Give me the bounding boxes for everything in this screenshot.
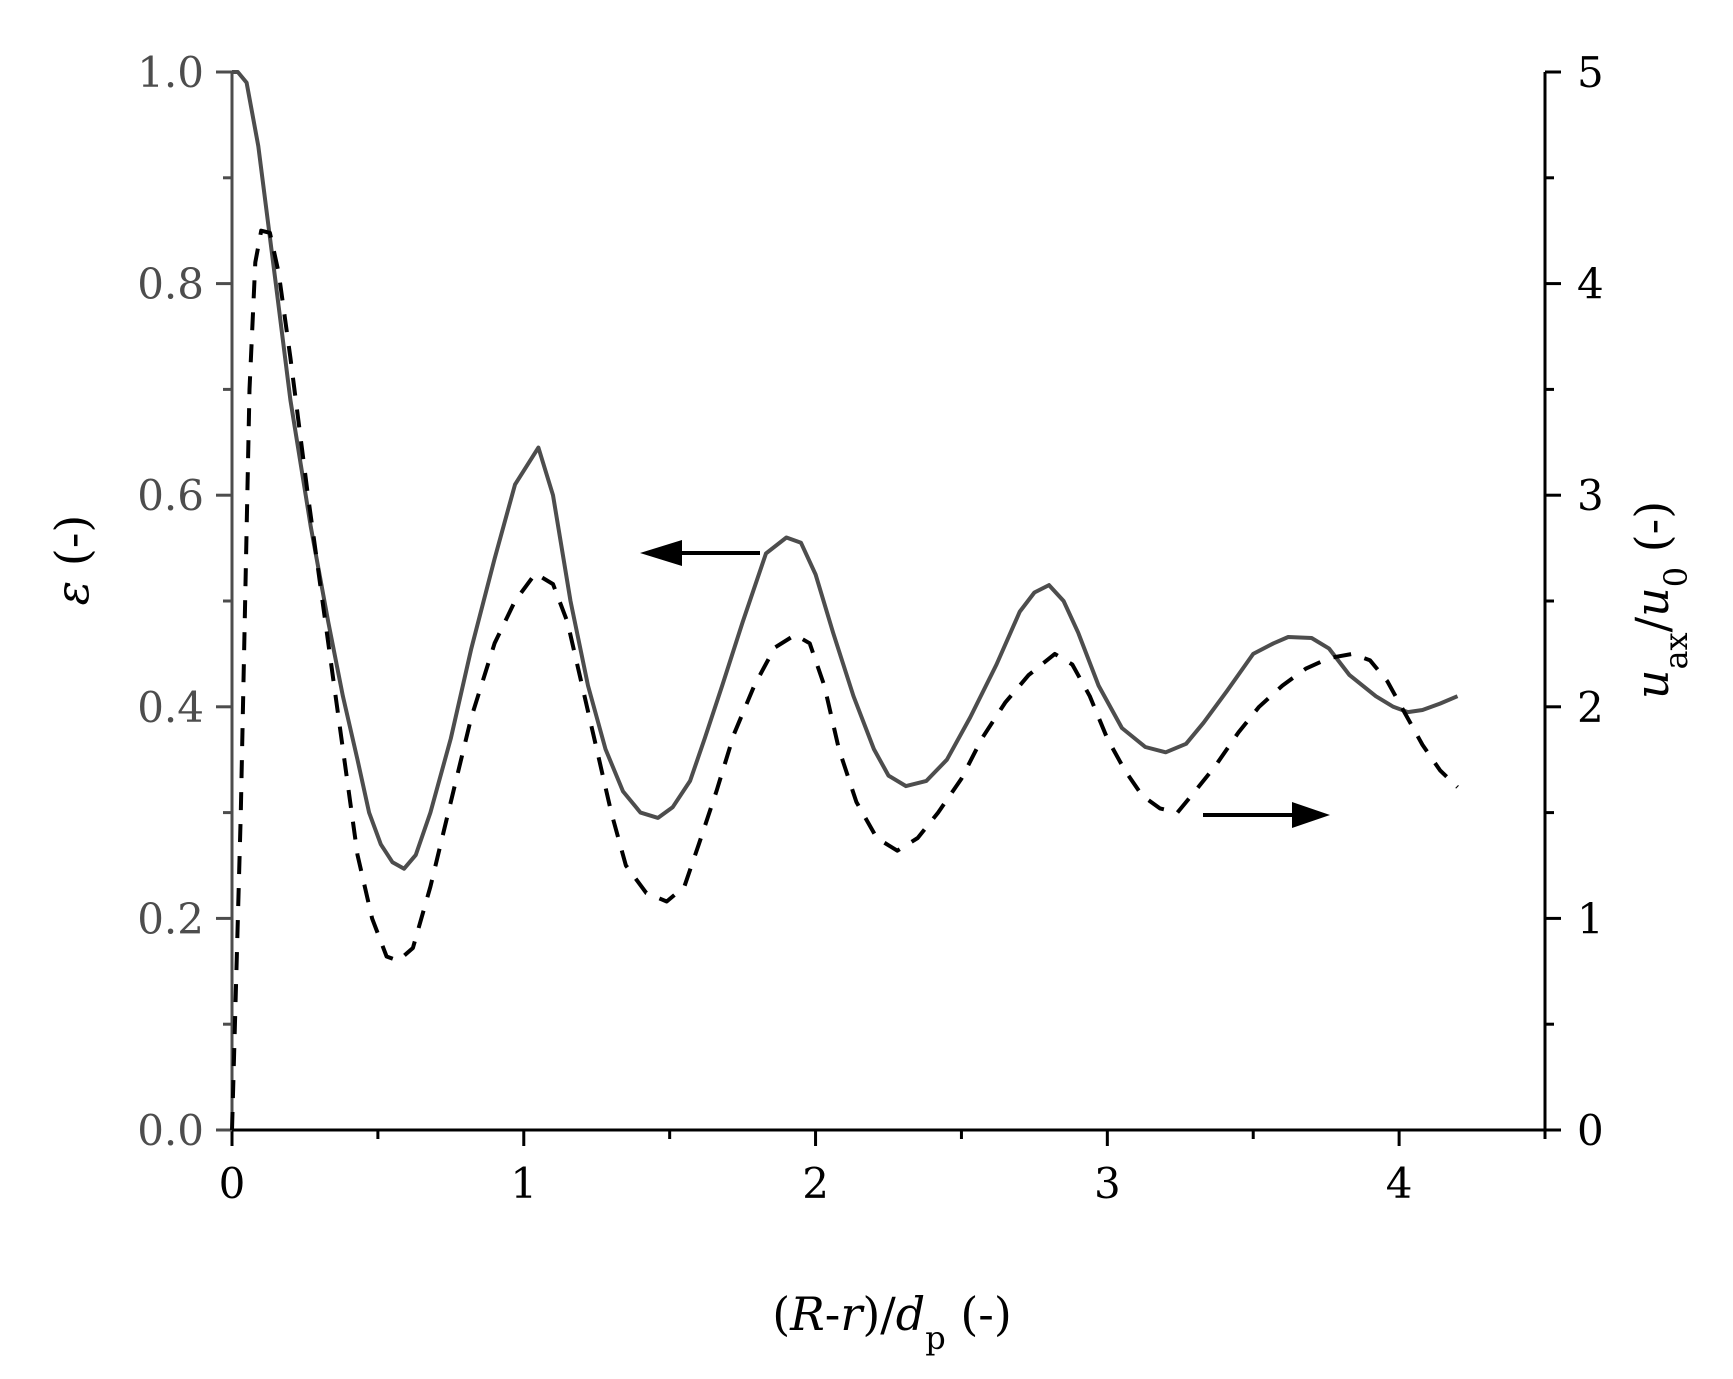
right-y-axis-ticks: 0 1 2 3 4 5 bbox=[1545, 48, 1604, 1155]
right-y-tick-label: 1 bbox=[1577, 894, 1604, 943]
left-y-tick-label: 0.4 bbox=[137, 683, 204, 732]
series-layer bbox=[230, 70, 1459, 1131]
annotation-arrows bbox=[640, 540, 1330, 828]
right-y-tick-label: 4 bbox=[1577, 260, 1604, 309]
left-y-tick-label: 1.0 bbox=[137, 48, 204, 97]
x-axis-ticks: 0 1 2 3 4 bbox=[219, 1130, 1547, 1208]
x-tick-label: 4 bbox=[1386, 1159, 1413, 1208]
left-y-tick-label: 0.2 bbox=[137, 894, 204, 943]
arrow-right-head bbox=[1292, 802, 1330, 828]
series-line-velocity bbox=[230, 228, 1459, 1131]
left-y-tick-label: 0.0 bbox=[137, 1106, 204, 1155]
left-y-tick-label: 0.8 bbox=[137, 260, 204, 309]
left-y-axis-ticks: 0.0 0.2 0.4 0.6 0.8 1.0 bbox=[137, 48, 232, 1155]
x-tick-label: 1 bbox=[510, 1159, 537, 1208]
right-y-tick-label: 5 bbox=[1577, 48, 1604, 97]
right-y-tick-label: 3 bbox=[1577, 471, 1604, 520]
left-y-tick-label: 0.6 bbox=[137, 471, 204, 520]
left-y-axis-title: ε (-) bbox=[45, 515, 99, 606]
x-tick-label: 2 bbox=[802, 1159, 829, 1208]
arrow-left-head bbox=[640, 540, 682, 566]
x-tick-label: 0 bbox=[219, 1159, 246, 1208]
plot-frame bbox=[230, 72, 1547, 1132]
x-axis-title: (R-r)/dp (-) bbox=[772, 1287, 1012, 1357]
series-line-porosity bbox=[232, 70, 1459, 871]
right-y-tick-label: 2 bbox=[1577, 683, 1604, 732]
x-tick-label: 3 bbox=[1094, 1159, 1121, 1208]
right-y-tick-label: 0 bbox=[1577, 1106, 1604, 1155]
right-y-axis-title: uax/u0 (-) bbox=[1625, 501, 1695, 699]
